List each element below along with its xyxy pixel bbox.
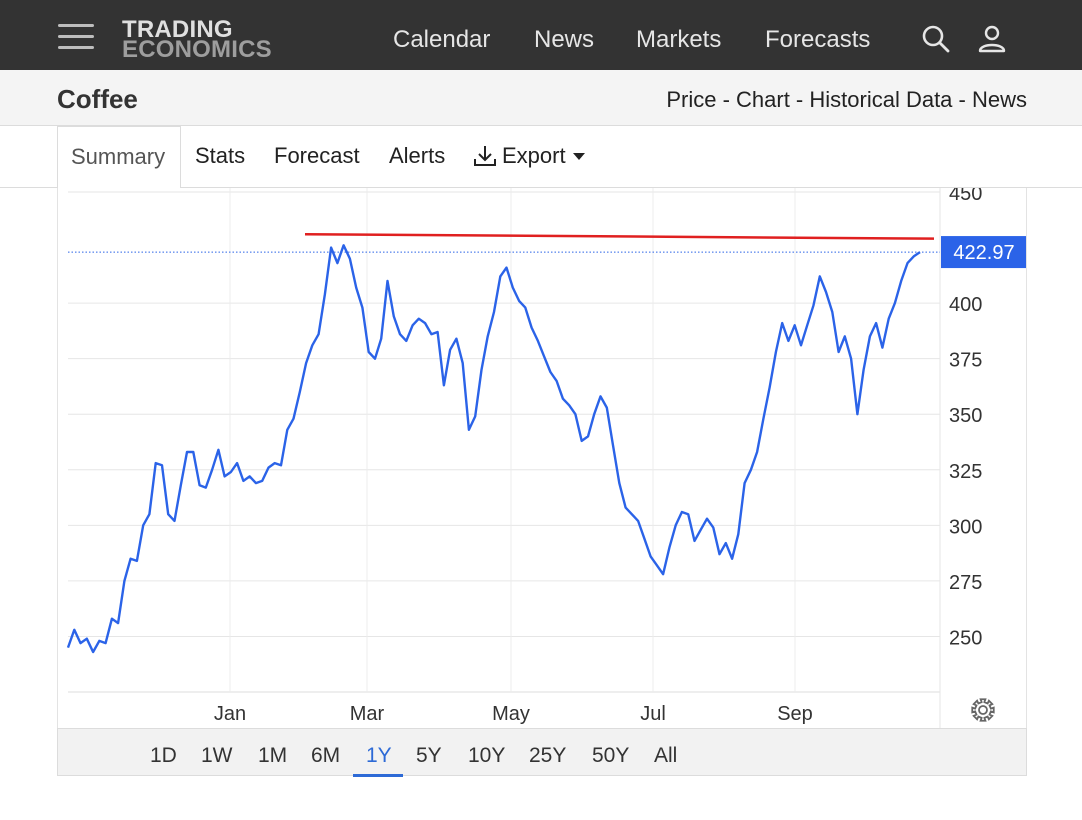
price-chart[interactable]: 450 400 375 350 325 300 275 250 Jan Mar May Jul Sep 4… [58, 188, 1026, 728]
tab-forecast[interactable]: Forecast [274, 143, 360, 168]
top-navbar: TRADING ECONOMICS Calendar News Markets … [0, 0, 1082, 70]
range-1m[interactable]: 1M [258, 744, 288, 767]
range-1y[interactable]: 1Y [366, 744, 392, 767]
y-tick-label: 325 [949, 461, 982, 483]
range-all[interactable]: All [654, 744, 678, 767]
nav-forecasts[interactable]: Forecasts [765, 26, 871, 53]
sub-navigation: Price - Chart - Historical Data - News [666, 87, 1027, 113]
site-logo[interactable]: TRADING ECONOMICS [122, 18, 292, 62]
x-tick-label: Jan [214, 703, 246, 725]
range-active-indicator [353, 774, 403, 777]
nav-calendar[interactable]: Calendar [393, 26, 491, 53]
subnav-price[interactable]: Price [666, 87, 717, 112]
subnav-separator: - [789, 87, 810, 112]
range-5y[interactable]: 5Y [416, 744, 442, 767]
nav-markets[interactable]: Markets [636, 26, 722, 53]
x-tick-label: Sep [777, 703, 813, 725]
range-1w[interactable]: 1W [201, 744, 233, 767]
menu-icon[interactable] [58, 24, 94, 50]
y-tick-label: 450 [949, 188, 982, 205]
gear-icon[interactable] [971, 698, 995, 722]
y-tick-label: 400 [949, 294, 982, 316]
user-icon[interactable] [977, 24, 1007, 54]
logo-line-1: TRADING [122, 16, 233, 43]
y-tick-label: 275 [949, 572, 982, 594]
y-tick-label: 350 [949, 405, 982, 427]
range-10y[interactable]: 10Y [468, 744, 506, 767]
nav-news[interactable]: News [534, 26, 595, 53]
subnav-separator: - [952, 87, 972, 112]
y-tick-label: 300 [949, 516, 982, 538]
range-50y[interactable]: 50Y [592, 744, 630, 767]
price-line [66, 244, 921, 654]
logo-line-2: ECONOMICS [122, 36, 272, 63]
x-tick-label: May [492, 703, 530, 725]
tab-export[interactable]: Export [502, 143, 566, 168]
tab-alerts[interactable]: Alerts [389, 143, 446, 168]
y-tick-label: 250 [949, 627, 982, 649]
last-value-badge [941, 236, 1026, 269]
last-value-label: 422.97 [953, 242, 1014, 264]
chart-tabs: Summary Stats Forecast Alerts Export [0, 126, 1082, 188]
subnav-news[interactable]: News [971, 87, 1027, 112]
tab-stats[interactable]: Stats [195, 143, 246, 168]
x-tick-label: Jul [640, 703, 666, 725]
range-25y[interactable]: 25Y [529, 744, 567, 767]
download-icon[interactable] [472, 143, 498, 169]
y-tick-label: 375 [949, 350, 982, 372]
title-bar: Coffee Price - Chart - Historical Data -… [0, 70, 1082, 126]
trend-line [304, 232, 935, 240]
subnav-separator: - [716, 87, 737, 112]
x-tick-label: Mar [350, 703, 385, 725]
tab-summary-label: Summary [71, 144, 166, 169]
range-6m[interactable]: 6M [311, 744, 341, 767]
caret-down-icon[interactable] [573, 153, 585, 161]
page-title: Coffee [57, 84, 138, 114]
range-selector: 1D 1W 1M 6M 1Y 5Y 10Y 25Y 50Y All [57, 728, 1027, 777]
subnav-chart[interactable]: Chart [736, 87, 790, 112]
subnav-historical-data[interactable]: Historical Data [809, 87, 953, 112]
range-1d[interactable]: 1D [150, 744, 177, 767]
tab-summary[interactable]: Summary [57, 126, 181, 188]
chart-area: 450 400 375 350 325 300 275 250 Jan Mar May Jul Sep 4… [57, 188, 1027, 776]
search-icon[interactable] [921, 24, 951, 54]
